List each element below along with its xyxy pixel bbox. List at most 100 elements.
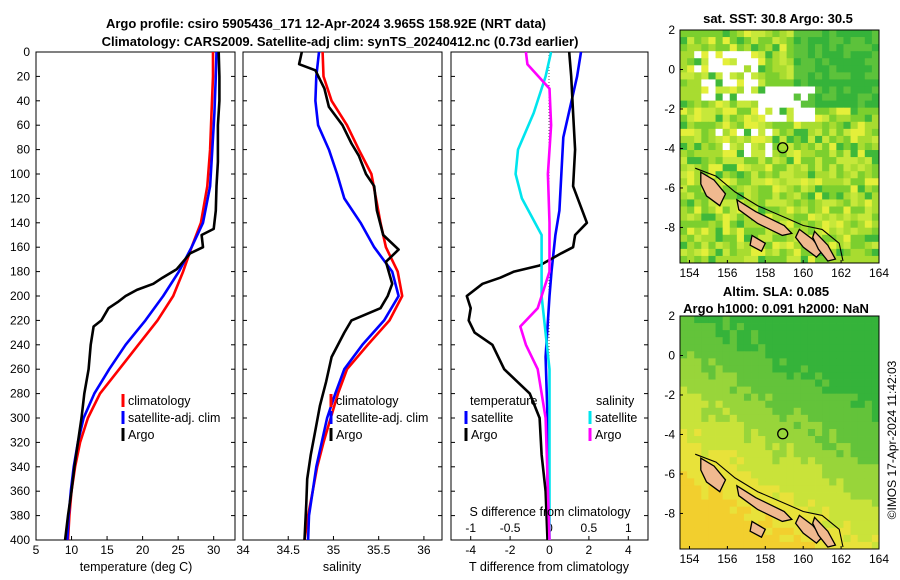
map-cell bbox=[850, 464, 859, 472]
map-cell bbox=[815, 316, 823, 324]
map-cell bbox=[772, 351, 780, 359]
map-cell bbox=[758, 436, 766, 444]
map-cell bbox=[729, 157, 738, 165]
map-cell bbox=[694, 234, 702, 243]
map-cell bbox=[850, 386, 859, 395]
map-cell bbox=[793, 379, 802, 388]
map-cell bbox=[701, 227, 709, 236]
map-cell bbox=[765, 150, 773, 158]
map-cell bbox=[694, 107, 702, 116]
map-cell bbox=[843, 330, 851, 338]
map-cell bbox=[793, 150, 802, 158]
map-cell bbox=[793, 316, 802, 324]
map-cell bbox=[758, 171, 766, 179]
map-cell bbox=[857, 135, 866, 144]
map-cell bbox=[815, 436, 823, 444]
map-cell bbox=[722, 93, 731, 102]
map-cell bbox=[765, 248, 773, 257]
map-cell bbox=[736, 527, 745, 536]
map-cell bbox=[807, 142, 816, 151]
map-cell bbox=[736, 541, 745, 550]
map-cell bbox=[829, 386, 837, 395]
map-cell bbox=[765, 450, 773, 458]
isobath-line bbox=[695, 167, 844, 262]
map-cell bbox=[807, 121, 816, 130]
map-cell bbox=[687, 436, 695, 444]
map-cell bbox=[850, 93, 859, 102]
map-cell bbox=[815, 213, 823, 222]
map-cell bbox=[843, 248, 851, 257]
map-cell bbox=[786, 58, 795, 66]
map-cell bbox=[800, 534, 809, 543]
map-cell bbox=[850, 351, 859, 359]
map-cell bbox=[829, 65, 837, 73]
map-cell bbox=[687, 86, 695, 94]
map-cell bbox=[850, 407, 859, 416]
map-cell bbox=[843, 178, 851, 186]
map-cell bbox=[864, 199, 873, 207]
map-cell bbox=[871, 443, 880, 451]
map-cell bbox=[850, 100, 859, 109]
map-cell bbox=[864, 192, 873, 200]
map-cell bbox=[736, 86, 745, 94]
map-cell bbox=[864, 72, 873, 80]
map-cell bbox=[857, 241, 866, 250]
map-cell bbox=[751, 100, 759, 109]
map-cell bbox=[864, 450, 873, 458]
map-cell bbox=[687, 443, 695, 451]
map-cell bbox=[800, 316, 809, 324]
map-cell bbox=[736, 114, 745, 123]
map-cell bbox=[786, 128, 795, 137]
map-cell bbox=[871, 478, 880, 486]
map-cell bbox=[822, 121, 830, 130]
map-cell bbox=[786, 107, 795, 116]
map-cell bbox=[772, 450, 780, 458]
map-cell bbox=[822, 86, 830, 94]
map-cell bbox=[829, 457, 837, 465]
map-cell bbox=[758, 178, 766, 186]
map-cell bbox=[843, 527, 851, 536]
map-cell bbox=[800, 178, 809, 186]
map-cell bbox=[743, 499, 752, 508]
map-cell bbox=[800, 220, 809, 229]
map-cell bbox=[786, 220, 795, 229]
map-cell bbox=[743, 330, 752, 338]
map-cell bbox=[743, 443, 752, 451]
map-cell bbox=[786, 114, 795, 123]
map-cell bbox=[864, 206, 873, 214]
map-cell bbox=[772, 107, 780, 116]
figure-title-line2: Climatology: CARS2009. Satellite-adj cli… bbox=[102, 34, 579, 49]
map-cell bbox=[743, 241, 752, 250]
map-cell bbox=[857, 386, 866, 395]
map-cell bbox=[772, 400, 780, 409]
map-cell bbox=[857, 72, 866, 80]
map-cell bbox=[743, 72, 752, 80]
map-cell bbox=[751, 365, 759, 373]
map-cell bbox=[800, 386, 809, 395]
map-cell bbox=[743, 107, 752, 116]
map-cell bbox=[829, 428, 837, 437]
map-cell bbox=[779, 443, 788, 451]
map-cell bbox=[743, 393, 752, 402]
x-tick-label: 2 bbox=[586, 543, 593, 557]
map-cell bbox=[815, 255, 823, 264]
map-cell bbox=[743, 150, 752, 158]
map-cell bbox=[680, 30, 688, 38]
map-cell bbox=[765, 65, 773, 73]
map-cell bbox=[687, 450, 695, 458]
map-cell bbox=[722, 506, 731, 515]
map-cell bbox=[772, 478, 780, 486]
map-cell bbox=[850, 199, 859, 207]
map-cell bbox=[680, 520, 688, 529]
map-cell bbox=[800, 107, 809, 116]
map-cell bbox=[836, 541, 844, 550]
map-cell bbox=[857, 513, 866, 522]
map-cell bbox=[807, 358, 816, 366]
map-cell bbox=[680, 206, 688, 214]
map-cell bbox=[680, 541, 688, 550]
map-cell bbox=[729, 150, 738, 158]
map-cell bbox=[864, 436, 873, 444]
map-cell bbox=[850, 114, 859, 123]
map-cell bbox=[715, 114, 724, 123]
